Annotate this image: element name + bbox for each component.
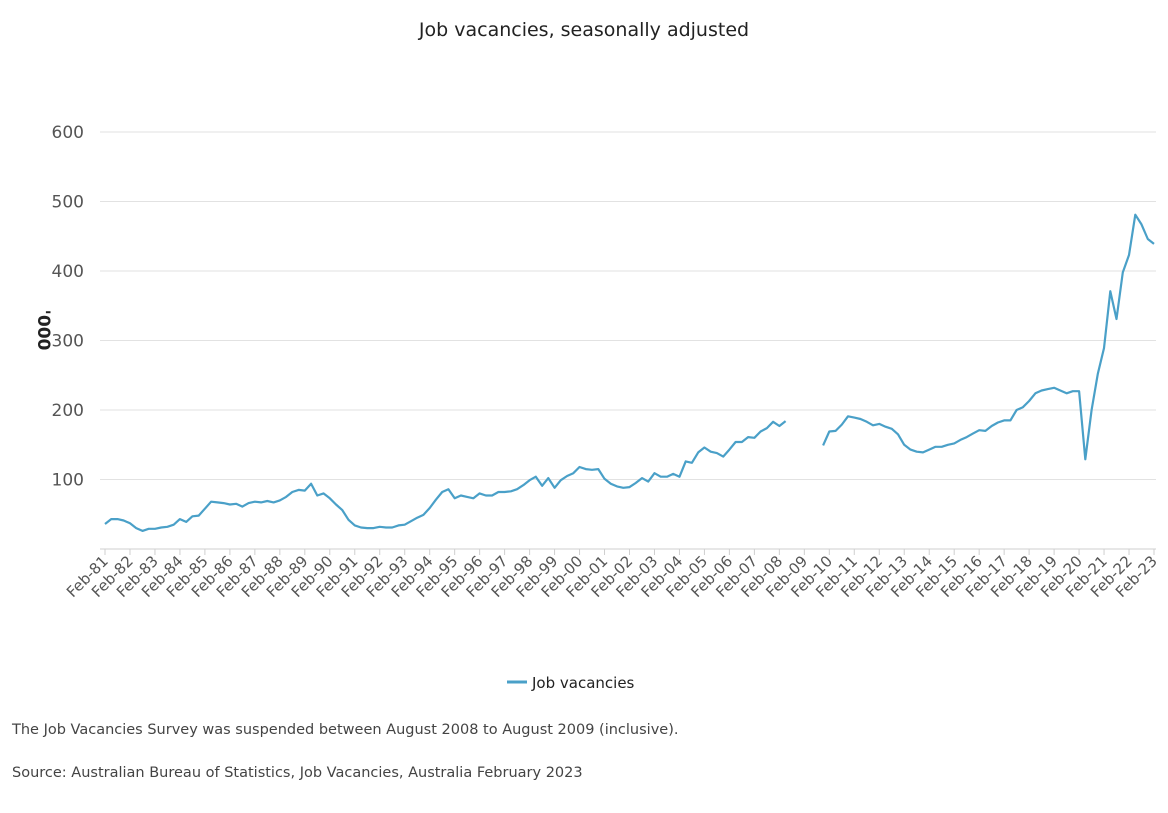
y-tick-label: 300 <box>52 332 84 352</box>
y-tick-label: 100 <box>52 471 84 491</box>
suspension-note: The Job Vacancies Survey was suspended b… <box>12 722 679 738</box>
y-tick-label: 500 <box>52 193 84 213</box>
y-tick-label: 600 <box>52 123 84 143</box>
chart-title: Job vacancies, seasonally adjusted <box>418 19 749 41</box>
source-note: Source: Australian Bureau of Statistics,… <box>12 765 583 781</box>
legend[interactable]: Job vacancies <box>507 674 635 692</box>
series-group <box>104 213 1155 533</box>
y-tick-label: 400 <box>52 262 84 282</box>
y-axis-label: '000 <box>33 310 53 351</box>
y-axis-ticks: 100 200 300 400 500 600 <box>52 123 84 491</box>
y-tick-label: 200 <box>52 401 84 421</box>
series-line-job-vacancies-1[interactable] <box>104 420 787 533</box>
x-axis-ticks: Feb-81Feb-82Feb-83Feb-84Feb-85Feb-86Feb-… <box>63 549 1161 601</box>
legend-label-job-vacancies: Job vacancies <box>531 674 635 692</box>
grid-lines <box>100 131 1156 550</box>
series-line-job-vacancies-2[interactable] <box>822 213 1155 461</box>
